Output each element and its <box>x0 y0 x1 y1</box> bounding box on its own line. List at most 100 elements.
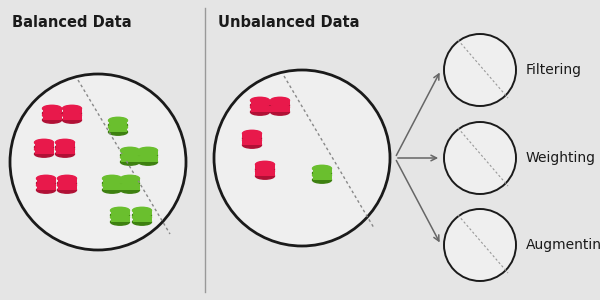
Ellipse shape <box>35 144 53 151</box>
Ellipse shape <box>488 153 503 158</box>
Ellipse shape <box>483 75 497 80</box>
Polygon shape <box>495 249 507 252</box>
Ellipse shape <box>271 109 290 115</box>
Ellipse shape <box>495 247 507 251</box>
Ellipse shape <box>242 130 262 137</box>
Ellipse shape <box>455 156 467 160</box>
Ellipse shape <box>35 139 53 146</box>
Ellipse shape <box>110 212 130 218</box>
Ellipse shape <box>110 214 130 220</box>
Polygon shape <box>481 228 493 231</box>
Ellipse shape <box>139 159 157 165</box>
Ellipse shape <box>256 168 275 174</box>
Ellipse shape <box>271 102 290 109</box>
Ellipse shape <box>454 226 466 230</box>
Polygon shape <box>313 169 332 173</box>
Ellipse shape <box>133 219 151 225</box>
Ellipse shape <box>459 62 473 66</box>
Ellipse shape <box>476 57 490 61</box>
Ellipse shape <box>468 233 480 237</box>
Polygon shape <box>271 107 290 112</box>
Text: Unbalanced Data: Unbalanced Data <box>218 15 359 30</box>
Ellipse shape <box>62 110 82 116</box>
Ellipse shape <box>56 139 74 146</box>
Ellipse shape <box>495 230 507 234</box>
Ellipse shape <box>121 187 139 193</box>
Ellipse shape <box>454 229 466 233</box>
Polygon shape <box>470 141 482 144</box>
Ellipse shape <box>454 230 466 234</box>
Ellipse shape <box>459 58 473 63</box>
Polygon shape <box>121 185 139 190</box>
Circle shape <box>214 70 390 246</box>
Ellipse shape <box>121 152 139 158</box>
Ellipse shape <box>481 233 493 237</box>
Ellipse shape <box>488 149 503 154</box>
Ellipse shape <box>62 105 82 112</box>
Ellipse shape <box>455 160 467 165</box>
Ellipse shape <box>121 180 139 187</box>
Polygon shape <box>35 142 53 147</box>
Ellipse shape <box>133 214 151 220</box>
Polygon shape <box>454 249 466 252</box>
Ellipse shape <box>468 246 480 250</box>
Ellipse shape <box>495 243 507 247</box>
Ellipse shape <box>476 58 490 63</box>
Ellipse shape <box>103 187 122 193</box>
Polygon shape <box>62 109 82 113</box>
Polygon shape <box>251 100 269 105</box>
Polygon shape <box>56 142 74 147</box>
Polygon shape <box>110 211 130 215</box>
Ellipse shape <box>109 124 128 130</box>
Ellipse shape <box>139 152 157 158</box>
Ellipse shape <box>62 112 82 119</box>
Polygon shape <box>121 178 139 183</box>
Ellipse shape <box>468 243 480 247</box>
Ellipse shape <box>470 147 482 151</box>
Ellipse shape <box>37 187 56 193</box>
Ellipse shape <box>43 112 62 119</box>
Polygon shape <box>468 245 480 248</box>
Polygon shape <box>121 157 139 162</box>
Circle shape <box>10 74 186 250</box>
Ellipse shape <box>468 247 480 251</box>
Polygon shape <box>468 249 480 252</box>
Polygon shape <box>242 134 262 138</box>
Ellipse shape <box>454 247 466 251</box>
Ellipse shape <box>37 182 56 188</box>
Polygon shape <box>495 245 507 248</box>
Polygon shape <box>103 185 122 190</box>
Ellipse shape <box>110 219 130 225</box>
Ellipse shape <box>468 229 480 233</box>
Polygon shape <box>481 232 493 235</box>
Ellipse shape <box>271 97 290 104</box>
Text: Weighting: Weighting <box>526 151 596 165</box>
Ellipse shape <box>470 144 482 148</box>
Ellipse shape <box>313 165 331 172</box>
Polygon shape <box>58 185 77 190</box>
Ellipse shape <box>121 182 139 188</box>
Polygon shape <box>470 146 482 149</box>
Polygon shape <box>481 245 493 248</box>
Polygon shape <box>476 61 490 64</box>
Ellipse shape <box>133 207 151 214</box>
Ellipse shape <box>483 76 497 81</box>
Polygon shape <box>313 175 332 180</box>
Ellipse shape <box>468 250 480 254</box>
Ellipse shape <box>256 166 275 172</box>
Ellipse shape <box>470 159 482 164</box>
Polygon shape <box>37 185 56 190</box>
Ellipse shape <box>483 71 497 76</box>
Polygon shape <box>133 217 151 222</box>
Ellipse shape <box>242 142 262 148</box>
Circle shape <box>444 122 516 194</box>
Ellipse shape <box>455 164 467 168</box>
Ellipse shape <box>242 137 262 143</box>
Ellipse shape <box>251 104 269 110</box>
Ellipse shape <box>470 142 482 147</box>
Ellipse shape <box>470 164 482 168</box>
Ellipse shape <box>481 247 493 251</box>
Polygon shape <box>468 232 480 235</box>
Ellipse shape <box>43 117 62 123</box>
Ellipse shape <box>43 105 62 112</box>
